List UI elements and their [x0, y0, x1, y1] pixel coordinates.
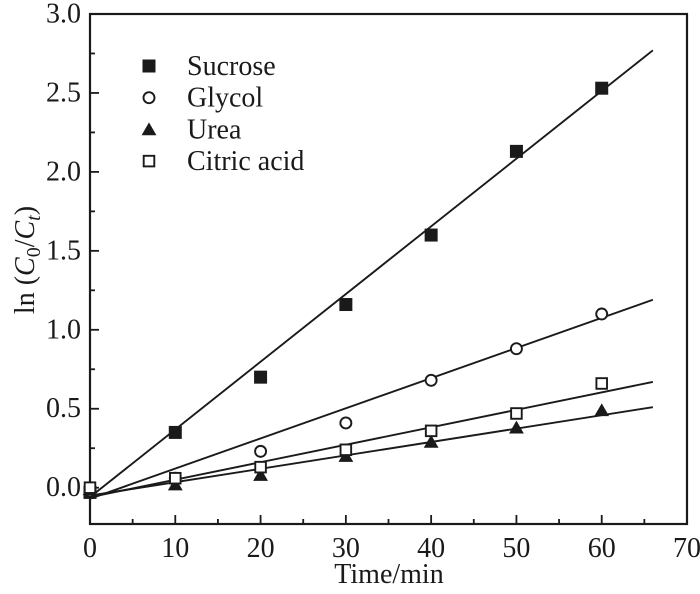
filled-square-marker — [595, 81, 609, 95]
y-axis-label-part: ) — [10, 206, 41, 215]
fit-line-sucrose — [89, 49, 654, 498]
x-tick-label: 70 — [673, 533, 700, 564]
y-axis-label-part: C — [10, 257, 41, 276]
filled-square-marker — [254, 370, 268, 384]
x-tick-label: 20 — [247, 533, 275, 564]
y-tick-label: 1.0 — [46, 314, 81, 345]
open-circle-marker — [509, 342, 523, 356]
axis-ticks — [89, 13, 688, 524]
y-axis-label-part: C — [10, 221, 41, 240]
y-tick-label: 2.5 — [46, 77, 81, 108]
y-tick-label: 1.5 — [46, 235, 81, 266]
open-circle-marker — [142, 91, 156, 105]
x-tick-label: 0 — [83, 533, 97, 564]
legend-item-citric-acid: Citric acid — [142, 146, 304, 177]
filled-square-marker — [424, 228, 438, 242]
open-circle-marker — [424, 373, 438, 387]
x-axis-label: Time/min — [334, 559, 443, 590]
legend-item-urea: Urea — [141, 114, 242, 145]
open-square-marker — [142, 154, 156, 168]
filled-square-marker — [339, 298, 353, 312]
legend-label: Urea — [187, 114, 242, 145]
filled-square-marker — [142, 59, 156, 73]
legend-item-glycol: Glycol — [142, 83, 263, 114]
y-axis-label-part: ln ( — [10, 276, 41, 314]
open-square-marker — [595, 377, 608, 390]
open-square-marker — [424, 424, 438, 438]
fit-line-glycol — [89, 298, 654, 500]
y-axis-label-part: t — [23, 215, 45, 221]
open-circle-marker — [339, 416, 353, 430]
y-tick-label: 0.0 — [46, 472, 81, 503]
filled-triangle-marker — [253, 468, 268, 481]
y-tick-label: 3.0 — [46, 0, 81, 30]
y-axis-label-part: / — [10, 239, 41, 247]
filled-square-marker — [168, 425, 182, 439]
y-axis-label: ln (C0/Ct) — [10, 206, 45, 314]
open-circle-marker — [254, 444, 268, 458]
filled-triangle-marker — [509, 420, 524, 434]
open-circle-marker — [595, 307, 609, 321]
filled-triangle-marker — [594, 403, 610, 417]
x-tick-label: 30 — [332, 533, 360, 564]
fit-line-urea — [89, 406, 654, 497]
series-citric-acid — [83, 377, 608, 494]
filled-square-marker — [509, 144, 523, 158]
legend-item-sucrose: Sucrose — [142, 51, 276, 82]
x-tick-label: 60 — [588, 533, 616, 564]
fit-line-citric-acid — [89, 380, 654, 499]
open-square-marker — [83, 481, 97, 494]
open-square-marker — [169, 471, 182, 485]
open-square-marker — [510, 407, 523, 420]
open-square-marker — [254, 460, 267, 474]
open-square-marker — [339, 443, 353, 457]
x-tick-label: 10 — [161, 533, 189, 564]
filled-triangle-marker — [141, 122, 157, 136]
legend-label: Sucrose — [187, 51, 276, 82]
y-tick-label: 2.0 — [46, 156, 81, 187]
x-tick-label: 50 — [502, 533, 530, 564]
legend-label: Citric acid — [187, 146, 304, 177]
filled-triangle-marker — [423, 434, 439, 448]
y-tick-label: 0.5 — [46, 393, 81, 424]
x-tick-label: 40 — [417, 533, 445, 564]
legend-label: Glycol — [187, 83, 263, 114]
y-axis-label-part: 0 — [23, 247, 45, 257]
